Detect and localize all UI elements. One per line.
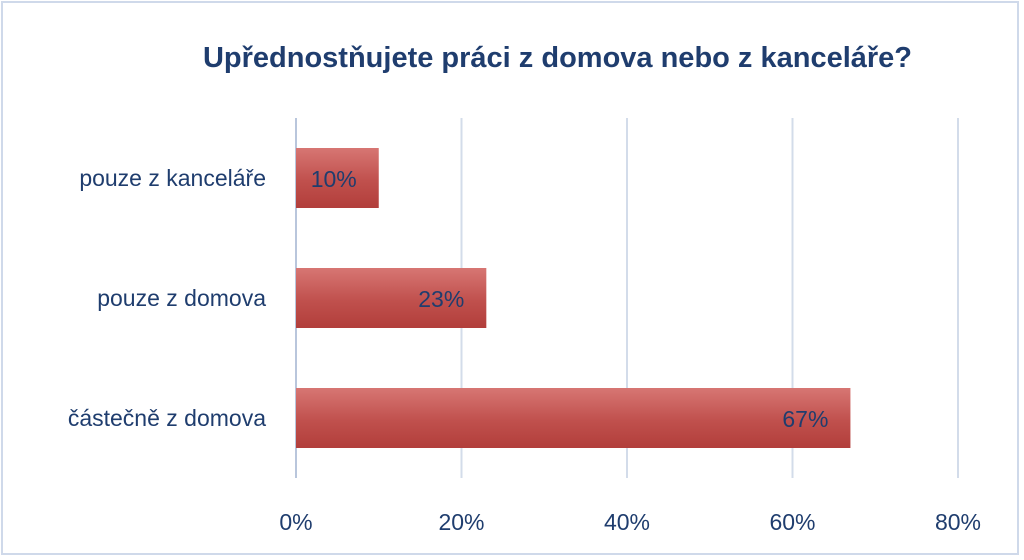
bar-value-label: 23%	[418, 286, 464, 312]
bar-value-label: 67%	[782, 406, 828, 432]
chart-title: Upřednostňujete práci z domova nebo z ka…	[202, 42, 913, 74]
category-label: pouze z kanceláře	[79, 165, 266, 191]
x-tick-label: 20%	[438, 509, 484, 535]
x-tick-label: 80%	[935, 509, 981, 535]
bar-value-label: 10%	[311, 166, 357, 192]
category-labels: pouze z kanceláře pouze z domova částečně …	[68, 165, 266, 431]
category-label: pouze z domova	[97, 285, 266, 311]
bars: 10% 23% 67%	[296, 148, 851, 448]
bar	[296, 268, 487, 328]
bar	[296, 388, 851, 448]
x-tick-label: 0%	[279, 509, 312, 535]
x-tick-label: 60%	[769, 509, 815, 535]
x-tick-labels: 0% 20% 40% 60% 80%	[279, 509, 981, 535]
x-tick-label: 40%	[604, 509, 650, 535]
bar	[296, 148, 379, 208]
category-label: částečně z domova	[68, 405, 266, 431]
